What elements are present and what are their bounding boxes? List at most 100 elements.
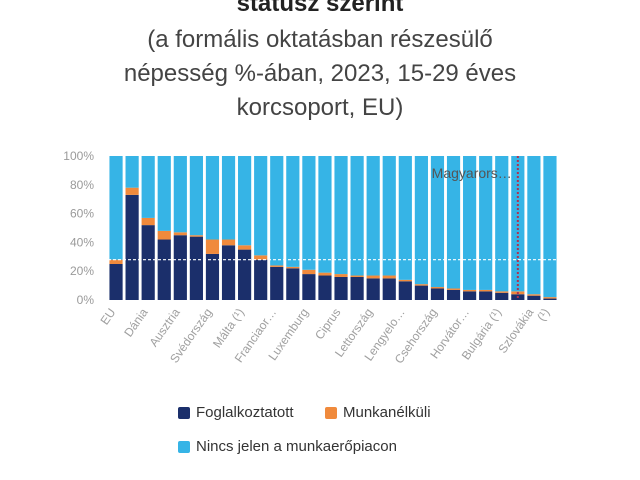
bar-unemployed <box>302 269 316 275</box>
bar-unemployed <box>270 265 284 267</box>
x-tick-label: (¹) <box>534 306 552 324</box>
legend-swatch-employed <box>178 406 190 419</box>
bar-employed <box>189 236 203 300</box>
bar-unemployed <box>221 239 236 246</box>
bar-employed <box>527 295 541 300</box>
chart-subtitle-line-1: (a formális oktatásban részesülő <box>147 26 493 53</box>
bar-employed <box>302 274 316 300</box>
y-tick-label: 40% <box>70 235 94 249</box>
bar-unemployed <box>286 266 300 269</box>
bar-employed <box>238 249 252 300</box>
x-tick-label: EU <box>97 306 118 328</box>
bar-employed <box>141 225 155 300</box>
bar-employed <box>543 298 557 300</box>
bar-employed <box>254 259 268 300</box>
chart-subtitle-line-3: korcsoport, EU) <box>236 94 404 121</box>
bar-inactive <box>270 156 284 266</box>
bar-inactive <box>109 156 123 260</box>
bar-unemployed <box>495 291 509 293</box>
bar-employed <box>398 281 412 300</box>
y-tick-label: 0% <box>77 293 95 307</box>
chart-subtitle-line-2: népesség %-ában, 2023, 15-29 éves <box>123 60 517 87</box>
bar-employed <box>463 291 477 300</box>
bar-unemployed <box>318 272 332 276</box>
bar-unemployed <box>543 297 557 299</box>
bar-inactive <box>238 156 252 246</box>
bar-unemployed <box>527 294 541 296</box>
bar-employed <box>382 278 396 300</box>
bar-inactive <box>543 156 557 298</box>
bar-inactive <box>495 156 509 292</box>
bar-employed <box>334 276 348 300</box>
legend-swatch-unemployed <box>325 406 337 419</box>
bar-employed <box>157 239 171 300</box>
bar-unemployed <box>479 289 493 292</box>
bar-inactive <box>205 156 220 240</box>
bar-employed <box>221 245 236 300</box>
bar-employed <box>479 291 493 300</box>
bar-inactive <box>463 156 477 290</box>
bar-inactive <box>173 156 187 233</box>
bar-unemployed <box>334 274 348 277</box>
legend-item-inactive: Nincs jelen a munkaerőpiacon <box>178 438 397 455</box>
y-tick-label: 100% <box>63 149 94 163</box>
bar-unemployed <box>414 284 428 286</box>
bar-inactive <box>318 156 332 273</box>
bar-unemployed <box>398 279 412 282</box>
bar-inactive <box>366 156 380 276</box>
bar-employed <box>446 289 461 300</box>
bar-inactive <box>350 156 364 276</box>
bar-inactive <box>125 156 139 188</box>
bar-unemployed <box>254 255 268 260</box>
y-tick-label: 80% <box>70 178 94 192</box>
legend-label-unemployed: Munkanélküli <box>343 404 431 421</box>
highlight-annotation: Magyarors… <box>432 165 512 181</box>
bar-employed <box>318 275 332 300</box>
legend-item-employed: Foglalkoztatott <box>178 404 294 421</box>
bar-employed <box>414 285 428 300</box>
bar-inactive <box>157 156 171 231</box>
bar-unemployed <box>141 217 155 226</box>
bar-inactive <box>479 156 493 290</box>
bar-unemployed <box>173 232 187 236</box>
bar-inactive <box>430 156 445 288</box>
bar-unemployed <box>125 187 139 195</box>
bar-inactive <box>189 156 203 236</box>
bar-unemployed <box>205 239 220 254</box>
bar-inactive <box>414 156 428 285</box>
y-tick-label: 60% <box>70 207 94 221</box>
legend-swatch-inactive <box>178 440 190 453</box>
bar-employed <box>125 194 139 300</box>
bar-inactive <box>302 156 316 270</box>
bar-inactive <box>527 156 541 295</box>
bar-unemployed <box>189 235 203 237</box>
bar-inactive <box>382 156 396 276</box>
bar-unemployed <box>430 287 445 289</box>
bar-unemployed <box>238 245 252 250</box>
bar-inactive <box>221 156 236 240</box>
bar-unemployed <box>109 259 123 264</box>
bar-unemployed <box>350 275 364 277</box>
bar-employed <box>495 292 509 300</box>
bar-employed <box>173 235 187 300</box>
bar-inactive <box>398 156 412 280</box>
bar-unemployed <box>463 289 477 292</box>
bar-inactive <box>511 156 525 292</box>
bar-inactive <box>254 156 268 256</box>
x-tick-label: Ciprus <box>312 306 343 342</box>
bar-inactive <box>286 156 300 267</box>
bar-unemployed <box>382 275 396 279</box>
legend-label-employed: Foglalkoztatott <box>196 404 294 421</box>
bar-employed <box>109 264 123 300</box>
bar-inactive <box>446 156 461 289</box>
bar-employed <box>430 288 445 300</box>
bar-employed <box>366 278 380 300</box>
x-tick-label: Dánia <box>121 305 151 339</box>
bar-employed <box>350 276 364 300</box>
bar-employed <box>205 253 220 300</box>
legend-label-inactive: Nincs jelen a munkaerőpiacon <box>196 438 397 455</box>
bar-inactive <box>334 156 348 275</box>
bar-inactive <box>141 156 155 218</box>
y-tick-label: 20% <box>70 264 94 278</box>
bar-employed <box>270 266 284 300</box>
